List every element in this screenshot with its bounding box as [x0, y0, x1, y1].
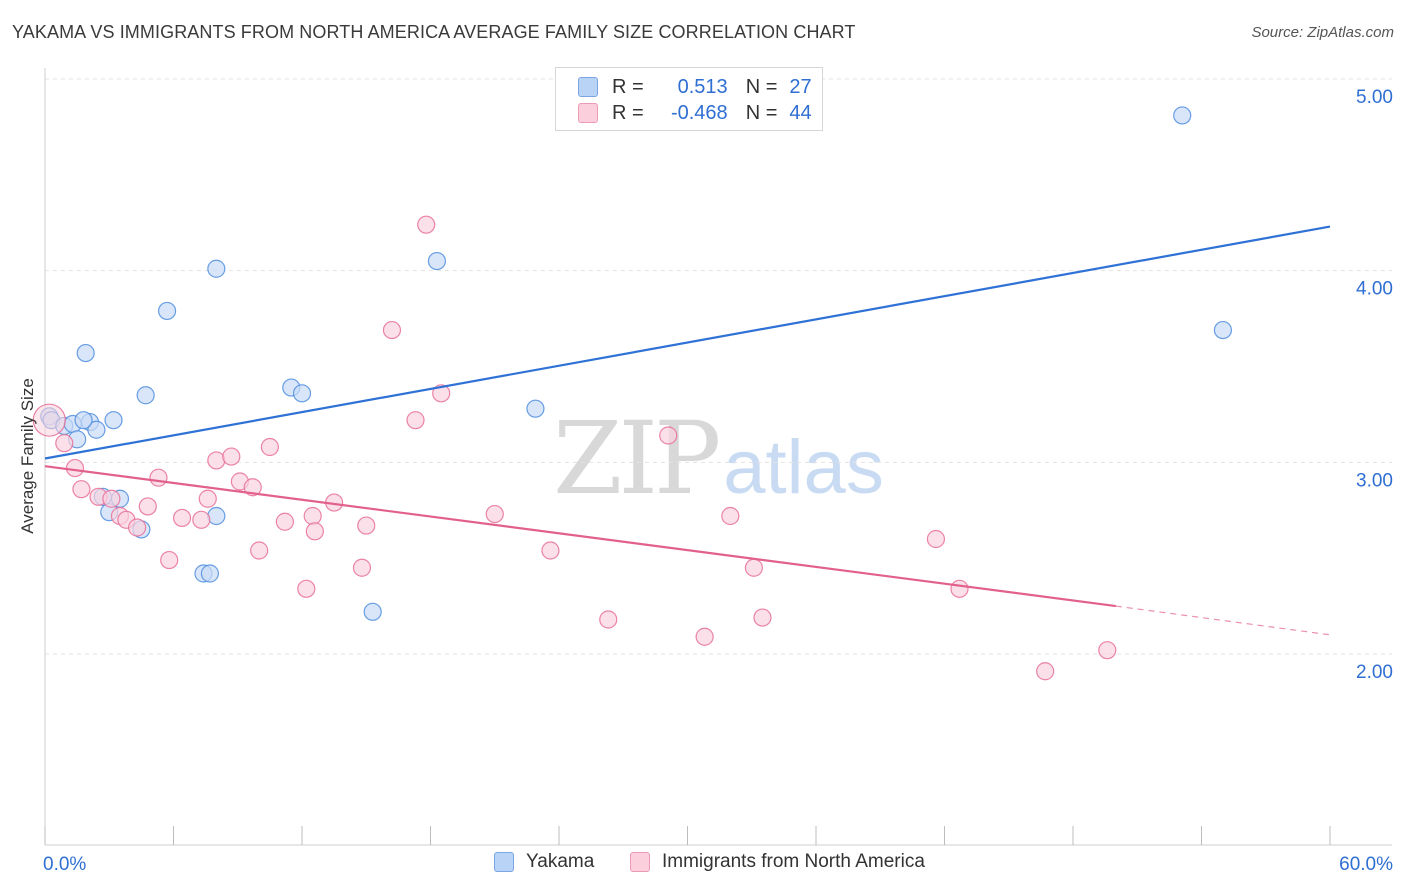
yakama-point	[76, 343, 95, 363]
immigrants-point	[305, 522, 324, 541]
n-value: 44	[789, 101, 812, 124]
x-tick-label: 60.0%	[1339, 854, 1393, 875]
watermark: ZIPatlas	[553, 400, 884, 517]
immigrants-point	[432, 384, 451, 403]
immigrants-point	[599, 610, 618, 629]
immigrants-point	[541, 541, 560, 560]
immigrants-point	[744, 558, 763, 577]
yakama-trend-line	[44, 225, 1331, 460]
immigrants-point	[198, 489, 217, 508]
immigrants-point	[160, 550, 179, 570]
immigrants-point	[222, 447, 241, 466]
x-tick-label: 0.0%	[43, 854, 86, 875]
immigrants-point	[149, 468, 168, 487]
immigrants-point	[303, 506, 322, 526]
yakama-point	[157, 301, 177, 321]
immigrants-point	[250, 541, 269, 560]
y-tick-label: 4.00	[1356, 279, 1393, 300]
immigrants-point	[485, 504, 504, 524]
yakama-point	[207, 259, 226, 278]
immigrants-trend-extension	[1115, 605, 1331, 636]
legend-row-immigrants: R = -0.468 N = 44	[578, 100, 812, 126]
n-label: N =	[745, 75, 778, 98]
legend-item-yakama: Yakama	[494, 851, 594, 873]
yakama-point	[526, 399, 545, 418]
yakama-legend-label: Yakama	[526, 851, 595, 872]
immigrants-point	[192, 510, 211, 529]
immigrants-point	[207, 451, 226, 470]
r-value: -0.468	[670, 101, 728, 124]
yakama-point	[87, 420, 106, 439]
yakama-point	[1213, 320, 1233, 340]
immigrants-point	[406, 411, 425, 430]
r-value: 0.513	[677, 75, 728, 98]
source-label: Source: ZipAtlas.com	[1251, 24, 1394, 41]
chart-title: YAKAMA VS IMMIGRANTS FROM NORTH AMERICA …	[12, 22, 856, 42]
immigrants-point	[659, 426, 678, 445]
immigrants-point	[417, 215, 436, 234]
y-axis-label: Average Family Size	[18, 378, 37, 534]
immigrants-point	[950, 579, 969, 598]
r-label: R =	[612, 101, 644, 124]
immigrants-point	[695, 627, 714, 646]
yakama-point	[427, 251, 447, 271]
y-tick-label: 2.00	[1356, 662, 1393, 683]
watermark-atlas: atlas	[723, 425, 884, 510]
n-value: 27	[789, 75, 812, 98]
r-label: R =	[612, 75, 644, 98]
legend-row-yakama: R = 0.513 N = 27	[578, 74, 812, 100]
immigrants-point	[753, 608, 772, 627]
immigrants-legend-label: Immigrants from North America	[662, 851, 925, 872]
immigrants-point	[352, 558, 372, 577]
yakama-point	[207, 506, 226, 526]
immigrants-point	[260, 437, 279, 457]
immigrants-point	[1098, 641, 1117, 660]
watermark-zip: ZIP	[553, 400, 721, 517]
yakama-point	[104, 411, 123, 430]
immigrants-point	[382, 320, 402, 340]
legend-item-immigrants: Immigrants from North America	[630, 851, 925, 873]
y-tick-label: 3.00	[1356, 470, 1393, 491]
immigrants-swatch	[578, 103, 598, 123]
immigrants-legend-swatch	[630, 852, 650, 872]
immigrants-point	[172, 508, 192, 528]
yakama-point	[1173, 106, 1192, 125]
correlation-legend: R = 0.513 N = 27 R = -0.468 N = 44	[555, 67, 823, 131]
immigrants-point	[721, 506, 740, 526]
yakama-point	[292, 384, 312, 403]
immigrants-point	[275, 512, 294, 531]
yakama-point	[363, 602, 382, 621]
yakama-legend-swatch	[494, 852, 514, 872]
immigrants-point	[32, 403, 66, 437]
immigrants-point	[297, 579, 316, 598]
immigrants-point	[127, 518, 147, 537]
immigrants-point	[357, 516, 376, 535]
y-tick-label: 5.00	[1356, 87, 1393, 108]
immigrants-point	[72, 480, 91, 499]
immigrants-trend-line	[44, 465, 1116, 608]
immigrants-point	[65, 458, 85, 478]
yakama-point	[74, 411, 93, 430]
immigrants-point	[243, 478, 262, 497]
yakama-point	[200, 564, 220, 583]
immigrants-point	[926, 529, 946, 549]
immigrants-point	[138, 497, 157, 516]
immigrants-point	[102, 489, 121, 508]
yakama-point	[136, 386, 155, 405]
immigrants-point	[1036, 662, 1055, 681]
yakama-swatch	[578, 77, 598, 97]
n-label: N =	[745, 101, 778, 124]
immigrants-point	[55, 434, 74, 453]
